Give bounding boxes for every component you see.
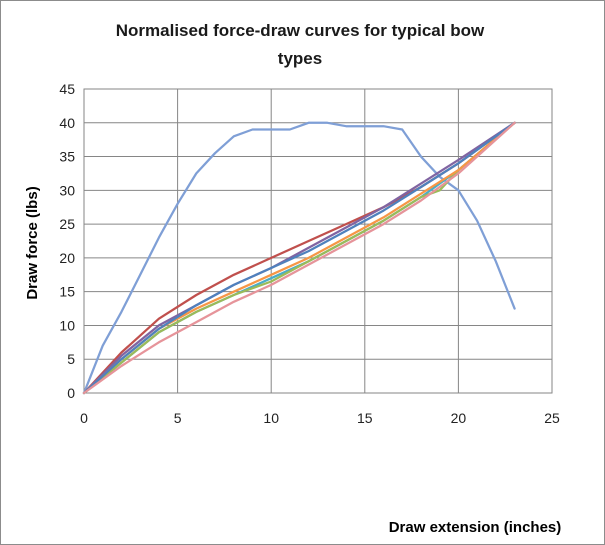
- x-tick-label: 20: [451, 410, 467, 426]
- y-tick-label: 20: [59, 250, 75, 266]
- series-line-3: [82, 121, 516, 395]
- x-tick-label: 0: [80, 410, 88, 426]
- x-tick-label: 15: [357, 410, 373, 426]
- y-tick-label: 30: [59, 182, 75, 198]
- x-tick-label: 10: [263, 410, 279, 426]
- y-tick-label: 10: [59, 317, 75, 333]
- x-axis-ticks: 0 5 10 15 20 25: [80, 410, 560, 426]
- x-tick-label: 5: [174, 410, 182, 426]
- x-axis-title: Draw extension (inches): [389, 519, 562, 536]
- gridlines: [83, 88, 553, 394]
- y-tick-label: 25: [59, 216, 75, 232]
- chart-title-line-2: types: [278, 49, 322, 68]
- y-tick-label: 0: [67, 385, 75, 401]
- y-tick-label: 35: [59, 149, 75, 165]
- series-lines: [82, 121, 516, 395]
- y-tick-label: 15: [59, 284, 75, 300]
- x-tick-label: 25: [544, 410, 560, 426]
- y-tick-label: 40: [59, 115, 75, 131]
- series-line-7: [82, 121, 516, 395]
- y-tick-label: 5: [67, 351, 75, 367]
- series-line-5: [82, 121, 516, 395]
- plot-area: [83, 88, 553, 394]
- y-tick-label: 45: [59, 81, 75, 97]
- series-line-8: [82, 121, 516, 395]
- y-axis-title: Draw force (lbs): [24, 186, 41, 299]
- chart-title-line-1: Normalised force-draw curves for typical…: [116, 21, 485, 40]
- y-axis-ticks: 0 5 10 15 20 25 30 35 40 45: [59, 81, 75, 401]
